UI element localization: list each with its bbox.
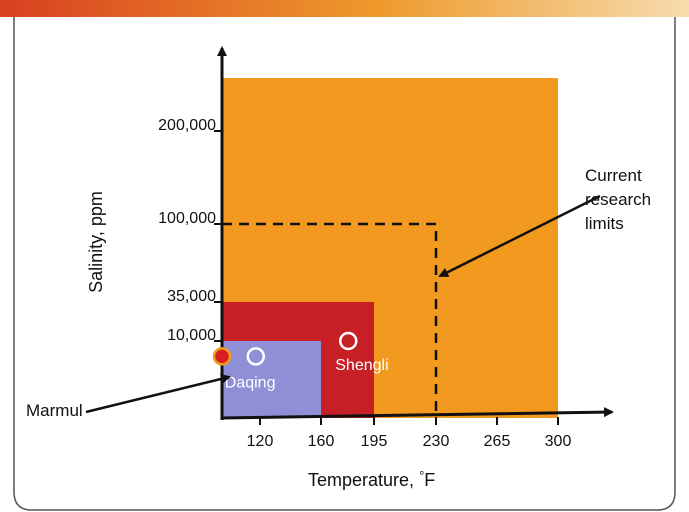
- x-tick-label: 265: [484, 433, 511, 450]
- page-border: [13, 17, 676, 511]
- y-axis-title: Salinity, ppm: [86, 191, 106, 293]
- y-tick-label: 100,000: [158, 210, 216, 227]
- point-marmul: [212, 347, 232, 366]
- x-ticks: 120 160 195 230 265 300: [247, 417, 572, 450]
- x-axis-unit-letter: F: [424, 470, 435, 490]
- point-shengli: [339, 331, 358, 351]
- current-research-arrow: [438, 194, 601, 278]
- x-axis-degree: °: [419, 468, 424, 483]
- marmul-label: Marmul: [26, 401, 83, 420]
- point-label-daqing: Daqing: [225, 374, 276, 391]
- y-tick-label: 200,000: [158, 117, 216, 134]
- marmul-arrow: [85, 374, 231, 414]
- x-tick-label: 300: [545, 433, 572, 450]
- current-research-label: Current research limits: [585, 166, 656, 233]
- x-tick-label: 230: [423, 433, 450, 450]
- regions-layer: [222, 78, 558, 418]
- y-ticks: 10,000 35,000 100,000 200,000: [158, 117, 222, 344]
- region-2: [222, 341, 321, 418]
- y-tick-label: 10,000: [167, 327, 216, 344]
- header-bar: [0, 0, 689, 17]
- points-layer: Daqing Shengli: [212, 331, 389, 391]
- research-limits-dashed-line: [222, 222, 438, 418]
- x-tick-label: 120: [247, 433, 274, 450]
- x-tick-label: 160: [308, 433, 335, 450]
- x-tick-label: 195: [361, 433, 388, 450]
- x-axis-title: Temperature, °F: [308, 468, 435, 490]
- current-research-line-1: Current: [585, 166, 642, 185]
- x-axis: [221, 407, 614, 420]
- current-research-line-2: research: [585, 190, 651, 209]
- current-research-line-3: limits: [585, 214, 624, 233]
- point-daqing: [246, 347, 266, 366]
- y-tick-label: 35,000: [167, 288, 216, 305]
- point-label-shengli: Shengli: [335, 357, 388, 374]
